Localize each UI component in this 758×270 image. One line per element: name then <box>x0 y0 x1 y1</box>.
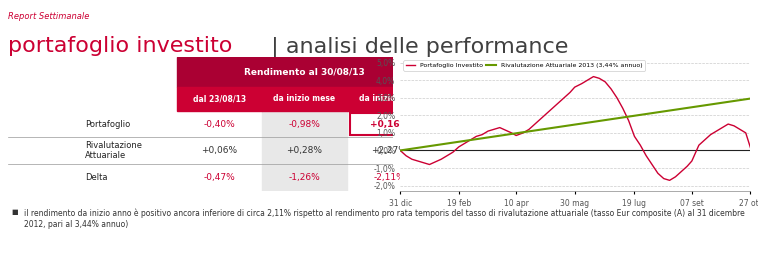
Text: +0,16%: +0,16% <box>370 120 409 129</box>
Text: +0,06%: +0,06% <box>202 146 237 155</box>
Text: portafoglio investito: portafoglio investito <box>8 36 232 56</box>
Text: +2,27%: +2,27% <box>371 146 407 155</box>
Text: Rivalutazione
Attuariale: Rivalutazione Attuariale <box>85 141 142 160</box>
Text: -0,98%: -0,98% <box>288 120 320 129</box>
Text: | analisi delle performance: | analisi delle performance <box>264 36 568 58</box>
Legend: Portafoglio Investito, Rivalutazione Attuariale 2013 (3,44% annuo): Portafoglio Investito, Rivalutazione Att… <box>403 60 645 71</box>
Text: ■: ■ <box>11 209 18 215</box>
Text: da inizio mese: da inizio mese <box>273 94 335 103</box>
Text: Rendimento al 30/08/13: Rendimento al 30/08/13 <box>244 68 365 76</box>
Text: Delta: Delta <box>85 173 107 182</box>
Text: +0,28%: +0,28% <box>287 146 322 155</box>
Text: da inizio anno: da inizio anno <box>359 94 419 103</box>
Text: -0,47%: -0,47% <box>204 173 235 182</box>
Text: -2,11%: -2,11% <box>373 173 405 182</box>
Text: Portafoglio: Portafoglio <box>85 120 130 129</box>
Text: Report Settimanale: Report Settimanale <box>8 12 89 21</box>
Text: dal 23/08/13: dal 23/08/13 <box>193 94 246 103</box>
Text: -0,40%: -0,40% <box>204 120 235 129</box>
Text: il rendimento da inizio anno è positivo ancora inferiore di circa 2,11% rispetto: il rendimento da inizio anno è positivo … <box>24 209 744 229</box>
Text: -1,26%: -1,26% <box>288 173 320 182</box>
